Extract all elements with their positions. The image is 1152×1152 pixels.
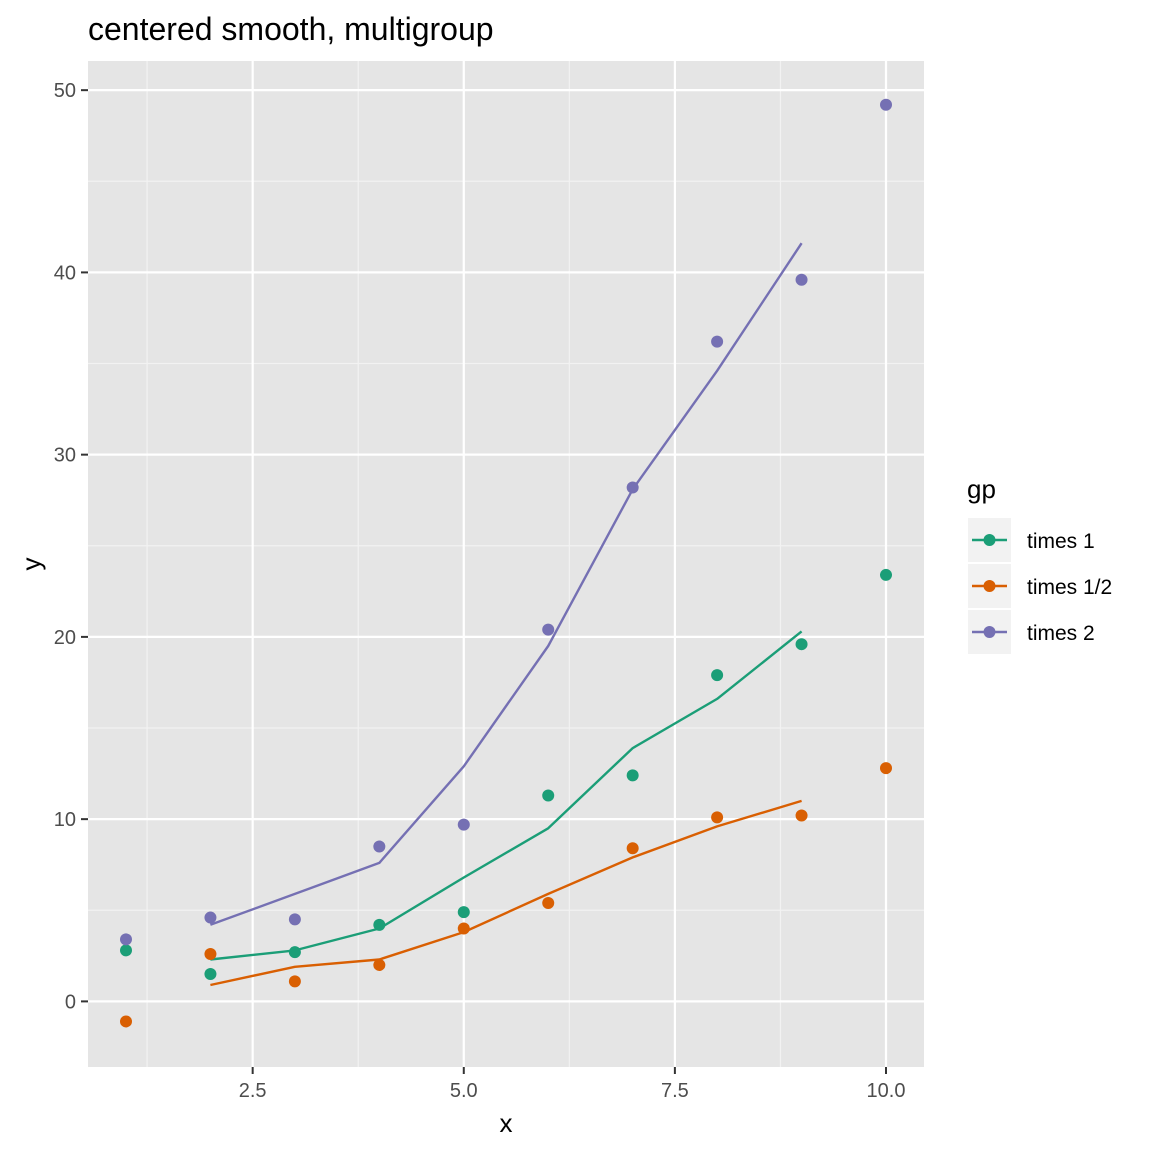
data-point-series-1 bbox=[711, 669, 724, 682]
legend-key-point bbox=[983, 580, 996, 592]
smooth-line-series-1 bbox=[210, 630, 803, 961]
data-point-series-2 bbox=[880, 762, 892, 775]
x-tick-label: 7.5 bbox=[661, 1080, 689, 1102]
data-point-series-3 bbox=[626, 481, 639, 494]
data-point-series-3 bbox=[711, 335, 724, 348]
smooth-lines bbox=[209, 242, 803, 987]
data-point-series-2 bbox=[542, 896, 555, 909]
data-point-series-3 bbox=[373, 840, 386, 853]
x-axis: 2.5 5.0 7.5 10.0 bbox=[239, 1067, 906, 1102]
chart-title: centered smooth, multigroup bbox=[88, 11, 494, 47]
legend-title: gp bbox=[967, 474, 996, 504]
x-axis-title: x bbox=[500, 1108, 513, 1138]
y-axis-title: y bbox=[16, 558, 46, 571]
smooth-line-series-3 bbox=[209, 242, 803, 926]
data-point-series-3 bbox=[542, 623, 555, 636]
data-point-series-3 bbox=[880, 98, 892, 111]
data-point-series-1 bbox=[373, 918, 386, 931]
data-point-series-1 bbox=[288, 946, 301, 959]
y-tick-label: 0 bbox=[65, 991, 76, 1013]
data-point-series-2 bbox=[204, 948, 217, 961]
data-point-series-3 bbox=[288, 913, 301, 926]
data-point-series-1 bbox=[626, 769, 639, 782]
x-tick-label: 10.0 bbox=[867, 1080, 906, 1102]
data-points bbox=[120, 98, 892, 1028]
legend: gp times 1 times 1/2 times 2 bbox=[967, 474, 1112, 654]
data-point-series-2 bbox=[626, 842, 639, 855]
data-point-series-3 bbox=[120, 933, 132, 946]
y-tick-label: 20 bbox=[54, 627, 76, 649]
data-point-series-3 bbox=[457, 818, 470, 831]
data-point-series-3 bbox=[795, 273, 808, 286]
grid-major bbox=[88, 61, 924, 1067]
x-tick-label: 2.5 bbox=[239, 1080, 267, 1102]
legend-label: times 1 bbox=[1027, 530, 1095, 553]
smooth-line-series-2 bbox=[210, 799, 802, 987]
grid-minor bbox=[88, 61, 924, 1067]
y-axis: 0 10 20 30 40 50 bbox=[54, 80, 88, 1013]
data-point-series-2 bbox=[288, 975, 301, 988]
data-point-series-2 bbox=[711, 811, 724, 824]
x-tick-label: 5.0 bbox=[450, 1080, 478, 1102]
data-point-series-1 bbox=[795, 638, 808, 651]
legend-key-point bbox=[983, 626, 996, 638]
data-point-series-1 bbox=[542, 789, 555, 802]
y-tick-label: 10 bbox=[54, 809, 76, 831]
data-point-series-1 bbox=[880, 568, 892, 581]
data-point-series-2 bbox=[120, 1015, 132, 1028]
y-tick-label: 50 bbox=[54, 80, 76, 102]
y-tick-label: 40 bbox=[54, 262, 76, 284]
y-tick-label: 30 bbox=[54, 445, 76, 467]
data-point-series-2 bbox=[457, 922, 470, 935]
data-point-series-1 bbox=[204, 968, 217, 981]
data-point-series-1 bbox=[457, 906, 470, 919]
data-point-series-1 bbox=[120, 944, 132, 957]
legend-label: times 2 bbox=[1027, 622, 1095, 645]
plot-panel bbox=[88, 61, 924, 1067]
data-point-series-2 bbox=[795, 809, 808, 822]
data-point-series-3 bbox=[204, 911, 217, 924]
data-point-series-2 bbox=[373, 958, 386, 971]
legend-label: times 1/2 bbox=[1027, 576, 1112, 599]
legend-key-point bbox=[983, 534, 996, 546]
